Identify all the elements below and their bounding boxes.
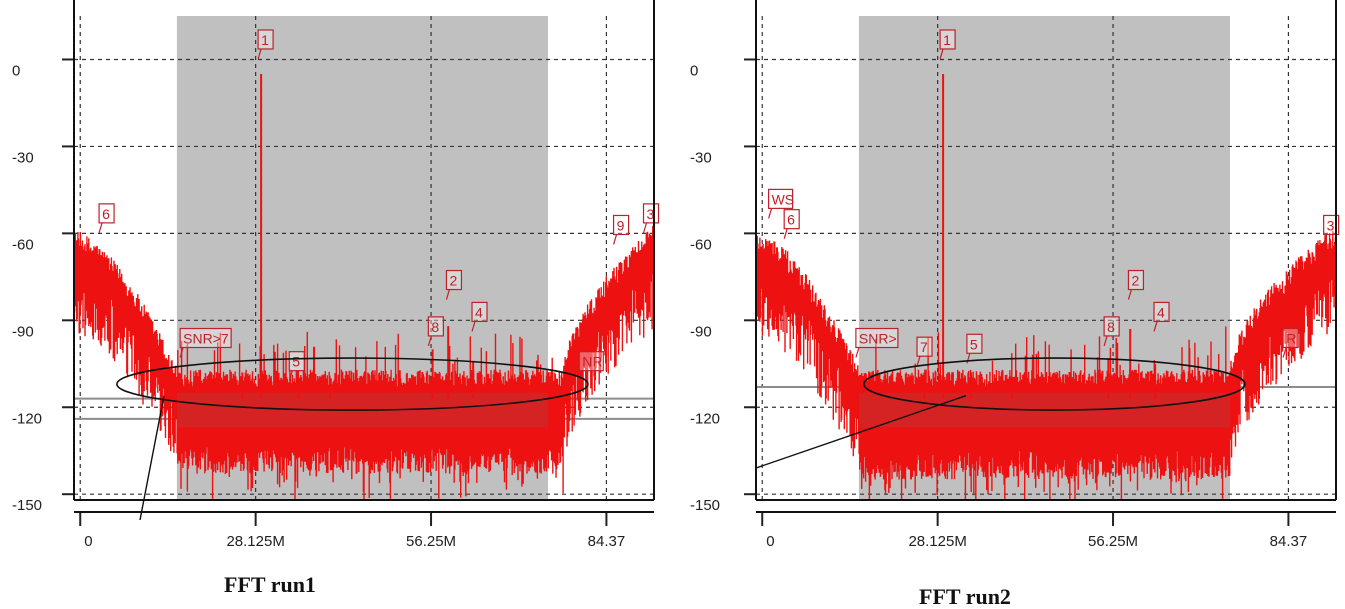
- marker-box: [1103, 316, 1120, 337]
- marker-label: 1: [943, 32, 951, 48]
- marker-pointer: [471, 321, 476, 332]
- y-tick-label: -90: [12, 323, 34, 340]
- marker-label: 8: [431, 319, 439, 335]
- marker-pointer: [783, 228, 788, 239]
- x-tick-label: 84.37: [588, 533, 626, 550]
- marker-label: 5: [970, 336, 978, 352]
- marker-box: [471, 301, 488, 323]
- marker-box: [98, 203, 115, 224]
- marker-pointer: [1103, 335, 1108, 347]
- fft-run1-caption: FFT run1: [224, 572, 316, 597]
- marker-label: R: [1286, 330, 1296, 346]
- x-tick-label: 56.25M: [1088, 533, 1138, 550]
- annotation-arrow: [755, 395, 967, 469]
- marker-label: 1: [261, 32, 269, 48]
- marker-label: 6: [787, 212, 795, 228]
- y-tick-label: -60: [690, 236, 712, 253]
- x-tick-label: 56.25M: [406, 533, 456, 550]
- y-tick-label: -90: [690, 323, 712, 340]
- marker-label: 4: [1157, 304, 1165, 320]
- marker-box: [939, 29, 956, 50]
- marker-box: [257, 29, 274, 50]
- marker-label: 8: [1107, 319, 1115, 335]
- marker-box: [1153, 301, 1170, 323]
- marker-label: 3: [647, 206, 655, 222]
- x-tick-label: 0: [84, 533, 92, 550]
- y-tick-label: 0: [690, 62, 698, 79]
- marker-box: [855, 327, 899, 349]
- marker-pointer: [288, 370, 293, 381]
- marker-label: 2: [449, 273, 457, 289]
- marker-box: [767, 188, 794, 209]
- marker-box: [612, 214, 630, 236]
- marker-label: 5: [292, 354, 300, 370]
- marker-label: SNR>7: [183, 330, 229, 346]
- marker-label: 2: [1131, 273, 1139, 289]
- marker-label: NR: [582, 354, 602, 370]
- marker-pointer: [916, 356, 921, 367]
- x-tick-label: 0: [766, 533, 774, 550]
- y-tick-label: -30: [690, 149, 712, 166]
- marker-pointer: [1323, 234, 1328, 245]
- marker-label: 4: [475, 304, 483, 320]
- marker-label: 7: [920, 339, 928, 355]
- marker-pointer: [1282, 347, 1287, 358]
- marker-pointer: [445, 289, 451, 300]
- marker-label: 6: [102, 206, 110, 222]
- marker-box: [427, 316, 444, 337]
- y-tick-label: -30: [12, 149, 34, 166]
- marker-pointer: [642, 222, 648, 234]
- marker-pointer: [939, 48, 944, 60]
- marker-box: [1127, 269, 1145, 291]
- fft-run2-caption: FFT run2: [919, 584, 1011, 609]
- marker-box: [578, 351, 604, 372]
- annotation-ellipse: [116, 357, 589, 411]
- marker-pointer: [768, 208, 773, 219]
- marker-box: [1282, 327, 1299, 349]
- marker-pointer: [427, 335, 432, 347]
- y-tick-label: -150: [690, 497, 720, 514]
- fft-run1-panel: 1 2 4 8 5 SNR>7 6 9 3 NR 0 -30 -60 -90 -120 -150 0 28.125…: [12, 0, 660, 550]
- marker-box: [783, 209, 800, 230]
- marker-box: [179, 327, 232, 349]
- y-tick-label: 0: [12, 62, 20, 79]
- annotation-arrow: [139, 395, 165, 521]
- marker-box: [288, 351, 305, 372]
- marker-label: 9: [617, 217, 625, 233]
- marker-pointer: [257, 48, 262, 60]
- marker-pointer: [578, 370, 583, 381]
- marker-pointer: [855, 347, 860, 358]
- y-tick-label: -60: [12, 236, 34, 253]
- marker-label: SNR>: [859, 330, 897, 346]
- y-tick-label: -120: [12, 410, 42, 427]
- marker-box: [1323, 214, 1340, 236]
- marker-pointer: [1127, 289, 1133, 300]
- marker-pointer: [98, 222, 103, 234]
- y-tick-label: -150: [12, 497, 42, 514]
- marker-pointer: [613, 234, 618, 245]
- x-tick-label: 84.37: [1270, 533, 1308, 550]
- marker-box: [445, 269, 463, 291]
- marker-label: 3: [1327, 217, 1335, 233]
- marker-label: WS: [772, 191, 795, 207]
- annotation-ellipse: [863, 357, 1246, 411]
- x-tick-label: 28.125M: [226, 533, 284, 550]
- x-tick-label: 28.125M: [908, 533, 966, 550]
- y-tick-label: -120: [690, 410, 720, 427]
- marker-box: [966, 333, 983, 354]
- fft-run2-panel: 1 2 4 8 5 SNR> 7 WS 6 3 R 0 -30 -60 -90 -120 -150 0 28.125…: [690, 0, 1340, 550]
- marker-pointer: [1153, 321, 1158, 332]
- marker-pointer: [179, 347, 184, 358]
- marker-box: [916, 336, 933, 357]
